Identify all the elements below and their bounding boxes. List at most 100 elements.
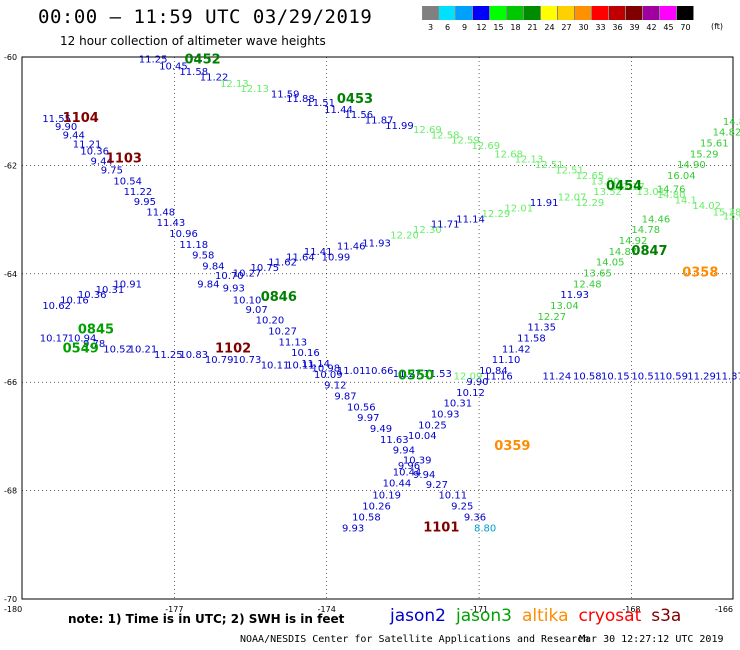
- swh-label: 9.75: [101, 166, 123, 177]
- swh-label: 10.93: [431, 409, 460, 420]
- swh-label: 10.20: [256, 316, 285, 327]
- legend-bin: 21: [524, 6, 541, 32]
- lat-tick-label: -64: [4, 270, 17, 279]
- swh-label: 11.27: [393, 369, 422, 380]
- pass-time-label: 0549: [63, 341, 99, 356]
- chart-subtitle: 12 hour collection of altimeter wave hei…: [60, 34, 326, 48]
- swh-label: 10.83: [179, 350, 208, 361]
- pass-time-label: 0358: [682, 266, 718, 281]
- swh-label: 9.94: [393, 446, 415, 457]
- swh-label: 11.37: [715, 371, 740, 382]
- swh-label: 9.90: [466, 377, 488, 388]
- swh-label: 10.62: [42, 301, 71, 312]
- swh-label: 15.38: [713, 207, 740, 218]
- legend-label: 24: [544, 23, 555, 32]
- swh-label: 10.79: [205, 355, 234, 366]
- swh-label: 10.73: [233, 355, 262, 366]
- legend-label: 15: [493, 23, 504, 32]
- swh-label: 10.54: [113, 176, 142, 187]
- satellite-s3a: s3a: [651, 606, 682, 626]
- swh-label: 10.44: [383, 478, 412, 489]
- swh-label: 10.26: [362, 502, 391, 513]
- legend-swatch: [558, 6, 575, 20]
- swh-label: 10.11: [261, 361, 290, 372]
- swh-label: 12.01: [504, 203, 533, 214]
- swh-label: 10.59: [659, 371, 688, 382]
- swh-label: 12.59: [451, 136, 480, 147]
- legend-label: 36: [612, 23, 623, 32]
- swh-label: 13.29: [611, 182, 640, 193]
- swh-label: 9.44: [91, 156, 113, 167]
- swh-label: 9.94: [413, 470, 435, 481]
- swh-label: 11.29: [687, 371, 716, 382]
- swh-label: 10.91: [113, 279, 142, 290]
- satellite-jason2: jason2: [390, 606, 446, 626]
- swh-label: 9.36: [464, 512, 486, 523]
- swh-label: 11.58: [179, 67, 208, 78]
- swh-label: 10.11: [438, 491, 467, 502]
- swh-label: 10.70: [215, 271, 244, 282]
- swh-label: 11.42: [502, 344, 531, 355]
- swh-label: 10.25: [418, 420, 447, 431]
- legend-bin: 3: [422, 6, 439, 32]
- legend-bin: 27: [558, 6, 575, 32]
- swh-label: 9.93: [342, 523, 364, 534]
- swh-label: 13.52: [593, 187, 622, 198]
- swh-label: 10.15: [601, 371, 630, 382]
- swh-label: 10.51: [631, 371, 660, 382]
- swh-label: 10.16: [60, 296, 89, 307]
- swh-label: 10.66: [365, 366, 394, 377]
- legend-bin: 30: [575, 6, 592, 32]
- swh-label: 15.29: [690, 149, 719, 160]
- swh-label: 14.46: [642, 214, 671, 225]
- swh-label: 11.35: [527, 323, 556, 334]
- swh-label: 9.78: [83, 339, 105, 350]
- lon-tick-label: -166: [715, 605, 733, 614]
- swh-label: 14.05: [596, 258, 625, 269]
- swh-label: 14.02: [692, 201, 721, 212]
- pass-time-label: 1103: [106, 152, 142, 167]
- color-legend: 3 6 9 12 15 18 21 24 27 30 33 36 39 42 45 70: [422, 6, 694, 32]
- swh-label: 11.14: [301, 359, 330, 370]
- legend-swatch: [507, 6, 524, 20]
- swh-label: 14.90: [677, 160, 706, 171]
- lat-tick-label: -70: [4, 595, 17, 604]
- legend-swatch: [422, 6, 439, 20]
- swh-label: 12.58: [431, 130, 460, 141]
- swh-label: 10.31: [96, 285, 125, 296]
- swh-label: 11.58: [517, 334, 546, 345]
- legend-swatch: [592, 6, 609, 20]
- swh-label: 9.49: [370, 424, 392, 435]
- pass-time-label: 0845: [78, 322, 114, 337]
- swh-label: 12.09: [454, 371, 483, 382]
- legend-label: 70: [680, 23, 691, 32]
- legend-label: 3: [427, 23, 434, 32]
- swh-label: 11.25: [154, 350, 183, 361]
- swh-label: 14.1: [675, 195, 697, 206]
- swh-label: 10.09: [314, 370, 343, 381]
- legend-swatch: [541, 6, 558, 20]
- legend-bin: 39: [626, 6, 643, 32]
- satellite-jason3: jason3: [456, 606, 512, 626]
- swh-label: 9.97: [357, 413, 379, 424]
- lat-tick-label: -62: [4, 161, 17, 170]
- swh-label: 10.44: [393, 467, 422, 478]
- swh-label: 10.17: [40, 334, 69, 345]
- swh-label: 12.30: [413, 225, 442, 236]
- swh-label: 11.48: [146, 207, 175, 218]
- swh-label: 11.10: [492, 355, 521, 366]
- swh-label: 11.44: [324, 105, 353, 116]
- timestamp-text: Mar 30 12:27:12 UTC 2019: [579, 634, 724, 645]
- swh-label: 13.17: [616, 182, 645, 193]
- legend-swatch: [575, 6, 592, 20]
- swh-label: 14.82: [713, 128, 740, 139]
- swh-label: 9.25: [451, 502, 473, 513]
- swh-label: 10.58: [573, 371, 602, 382]
- swh-label: 11.62: [268, 258, 297, 269]
- swh-label: 11.63: [380, 435, 409, 446]
- pass-time-label: 0454: [606, 179, 642, 194]
- pass-time-label: 1102: [215, 341, 251, 356]
- satellite-altika: altika: [522, 606, 569, 626]
- legend-bin: 6: [439, 6, 456, 32]
- swh-label: 12.69: [471, 141, 500, 152]
